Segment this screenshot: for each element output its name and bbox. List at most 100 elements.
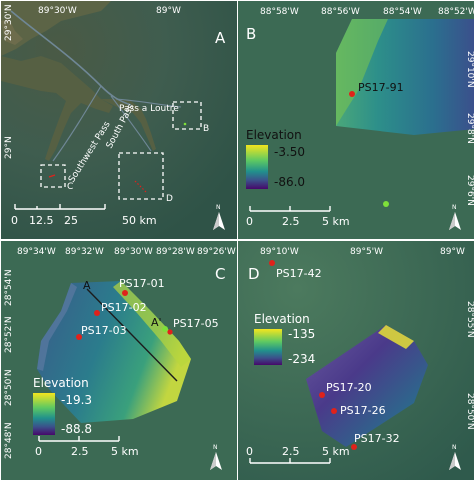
longitude-tick: 89°W (156, 6, 181, 16)
pass-a-loutre-channel (115, 98, 182, 108)
svg-text:PS17-05: PS17-05 (173, 317, 219, 330)
svg-text:5 km: 5 km (111, 445, 139, 458)
elevation-legend: Elevation -3.50 -86.0 (246, 128, 305, 189)
longitude-tick: 89°32'W (65, 247, 104, 257)
svg-text:N: N (213, 444, 218, 451)
shallow-zone (336, 19, 388, 126)
inset-box-label: B (203, 124, 209, 134)
svg-text:0: 0 (11, 214, 18, 227)
inset-box-d (118, 152, 164, 200)
panel-b-bathymetry-map: 88°58'W 88°56'W 88°54'W 88°52'W 29°10'N … (237, 0, 474, 240)
latitude-tick: 29°6'N (465, 175, 474, 206)
sample-site-marker: PS17-42 (269, 260, 322, 280)
sample-site-marker: PS17-01 (119, 277, 165, 296)
svg-text:Elevation: Elevation (33, 376, 89, 390)
svg-text:PS17-26: PS17-26 (340, 404, 386, 417)
svg-text:PS17-03: PS17-03 (81, 324, 127, 337)
south-pass-land (101, 99, 156, 151)
svg-text:-3.50: -3.50 (274, 145, 305, 159)
svg-text:25: 25 (64, 214, 78, 227)
svg-text:N: N (452, 204, 457, 211)
latitude-tick: 28°54'N (4, 269, 14, 306)
svg-text:2.5: 2.5 (282, 215, 300, 228)
latitude-tick: 29°8'N (465, 113, 474, 144)
scale-bar: 0 2.5 5 km (246, 445, 350, 464)
latitude-tick: 28°52'N (4, 316, 14, 353)
shallow-ridge (113, 281, 191, 367)
latitude-tick: 28°50'N (465, 393, 474, 430)
latitude-tick: 29°N (4, 136, 14, 159)
svg-text:-19.3: -19.3 (61, 393, 92, 407)
svg-text:-86.0: -86.0 (274, 175, 305, 189)
highlight-marker (383, 201, 389, 207)
longitude-tick: 89°5'W (350, 247, 383, 257)
scale-bar: 0 12.5 25 50 km (11, 204, 157, 227)
svg-text:PS17-20: PS17-20 (326, 381, 372, 394)
panel-letter: C (215, 265, 225, 283)
sample-site-marker: PS17-26 (331, 404, 386, 417)
latitude-tick: 28°55'N (465, 301, 474, 338)
panel-letter: B (246, 25, 256, 43)
svg-text:PS17-02: PS17-02 (101, 301, 147, 314)
sample-site-marker: PS17-03 (76, 324, 127, 340)
latitude-tick: 29°30'N (4, 4, 14, 41)
north-arrow-icon: N (449, 204, 461, 230)
svg-text:PS17-01: PS17-01 (119, 277, 165, 290)
shallow-ridge (378, 325, 414, 349)
south-pass-channel (110, 95, 152, 152)
svg-text:PS17-91: PS17-91 (358, 81, 404, 94)
profile-label: A' (151, 316, 162, 329)
multibeam-survey-area (306, 325, 428, 447)
scale-bar: 0 2.5 5 km (246, 206, 350, 228)
svg-text:-88.8: -88.8 (61, 422, 92, 436)
svg-text:Elevation: Elevation (246, 128, 302, 142)
panel-letter: A (215, 29, 226, 47)
color-ramp (254, 329, 282, 365)
svg-text:2.5: 2.5 (282, 445, 300, 458)
longitude-tick: 89°28'W (156, 247, 195, 257)
inset-box-label: D (166, 194, 173, 204)
north-arrow-icon: N (210, 444, 222, 470)
longitude-tick: 89°30'W (114, 247, 153, 257)
svg-text:Elevation: Elevation (254, 312, 310, 326)
inset-box-c (40, 164, 66, 188)
longitude-tick: 88°56'W (321, 7, 360, 17)
color-ramp (246, 145, 268, 189)
delta-land (1, 1, 111, 56)
mississippi-river-channel (10, 10, 132, 106)
sample-site-marker: PS17-32 (351, 432, 400, 450)
southwest-pass-channel (52, 85, 102, 162)
sample-site-marker: PS17-91 (349, 81, 404, 97)
sample-site-marker: PS17-05 (162, 317, 219, 335)
svg-text:N: N (452, 444, 457, 451)
elevation-legend: Elevation -135 -234 (254, 312, 315, 366)
panel-a-overview-map: 89°30'W 89°W 29°30'N 29°N A Pass a Loutr… (0, 0, 238, 240)
svg-text:-234: -234 (288, 352, 315, 366)
longitude-tick: 89°30'W (38, 6, 77, 16)
svg-text:2.5: 2.5 (71, 445, 89, 458)
svg-text:0: 0 (35, 445, 42, 458)
survey-track (48, 174, 56, 178)
sample-site-marker: PS17-02 (94, 301, 147, 316)
inset-box-label: C (67, 182, 73, 192)
longitude-tick: 88°52'W (438, 7, 474, 17)
inset-box-b (172, 101, 202, 130)
panel-letter: D (248, 265, 260, 283)
sample-site-marker: PS17-20 (319, 381, 372, 398)
longitude-tick: 89°W (440, 247, 465, 257)
svg-text:5 km: 5 km (322, 445, 350, 458)
panel-c-bathymetry-map: 89°34'W 89°32'W 89°30'W 89°28'W 89°26'W … (0, 240, 238, 481)
survey-track (134, 180, 148, 194)
latitude-tick: 29°10'N (465, 51, 474, 88)
longitude-tick: 88°58'W (260, 7, 299, 17)
elevation-legend: Elevation -19.3 -88.8 (33, 376, 92, 436)
svg-text:0: 0 (246, 215, 253, 228)
scale-bar: 0 2.5 5 km (35, 436, 139, 458)
latitude-tick: 28°48'N (4, 422, 14, 459)
svg-text:0: 0 (246, 445, 253, 458)
place-label-pass-a-loutre: Pass a Loutre (119, 104, 179, 114)
color-ramp (33, 393, 55, 435)
svg-text:PS17-42: PS17-42 (276, 267, 322, 280)
north-arrow-icon: N (213, 204, 225, 230)
